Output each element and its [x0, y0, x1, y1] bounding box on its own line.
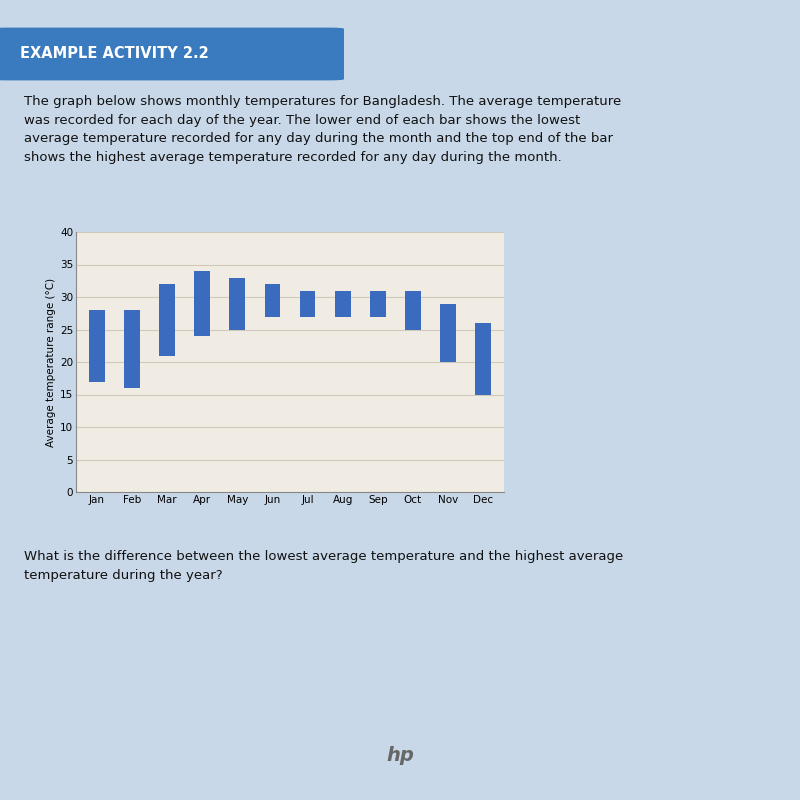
- Text: EXAMPLE ACTIVITY 2.2: EXAMPLE ACTIVITY 2.2: [20, 46, 209, 62]
- Text: What is the difference between the lowest average temperature and the highest av: What is the difference between the lowes…: [24, 550, 623, 582]
- Bar: [194, 271, 210, 336]
- Bar: [300, 290, 315, 317]
- Bar: [265, 284, 280, 317]
- Bar: [124, 310, 140, 388]
- Bar: [475, 323, 491, 394]
- Text: hp: hp: [386, 746, 414, 766]
- Bar: [89, 310, 105, 382]
- Bar: [440, 303, 456, 362]
- Bar: [230, 278, 246, 330]
- Y-axis label: Average temperature range (°C): Average temperature range (°C): [46, 278, 56, 446]
- Text: The graph below shows monthly temperatures for Bangladesh. The average temperatu: The graph below shows monthly temperatur…: [24, 95, 622, 164]
- Bar: [159, 284, 175, 355]
- FancyBboxPatch shape: [0, 27, 344, 80]
- Bar: [370, 290, 386, 317]
- Bar: [405, 290, 421, 330]
- Bar: [334, 290, 350, 317]
